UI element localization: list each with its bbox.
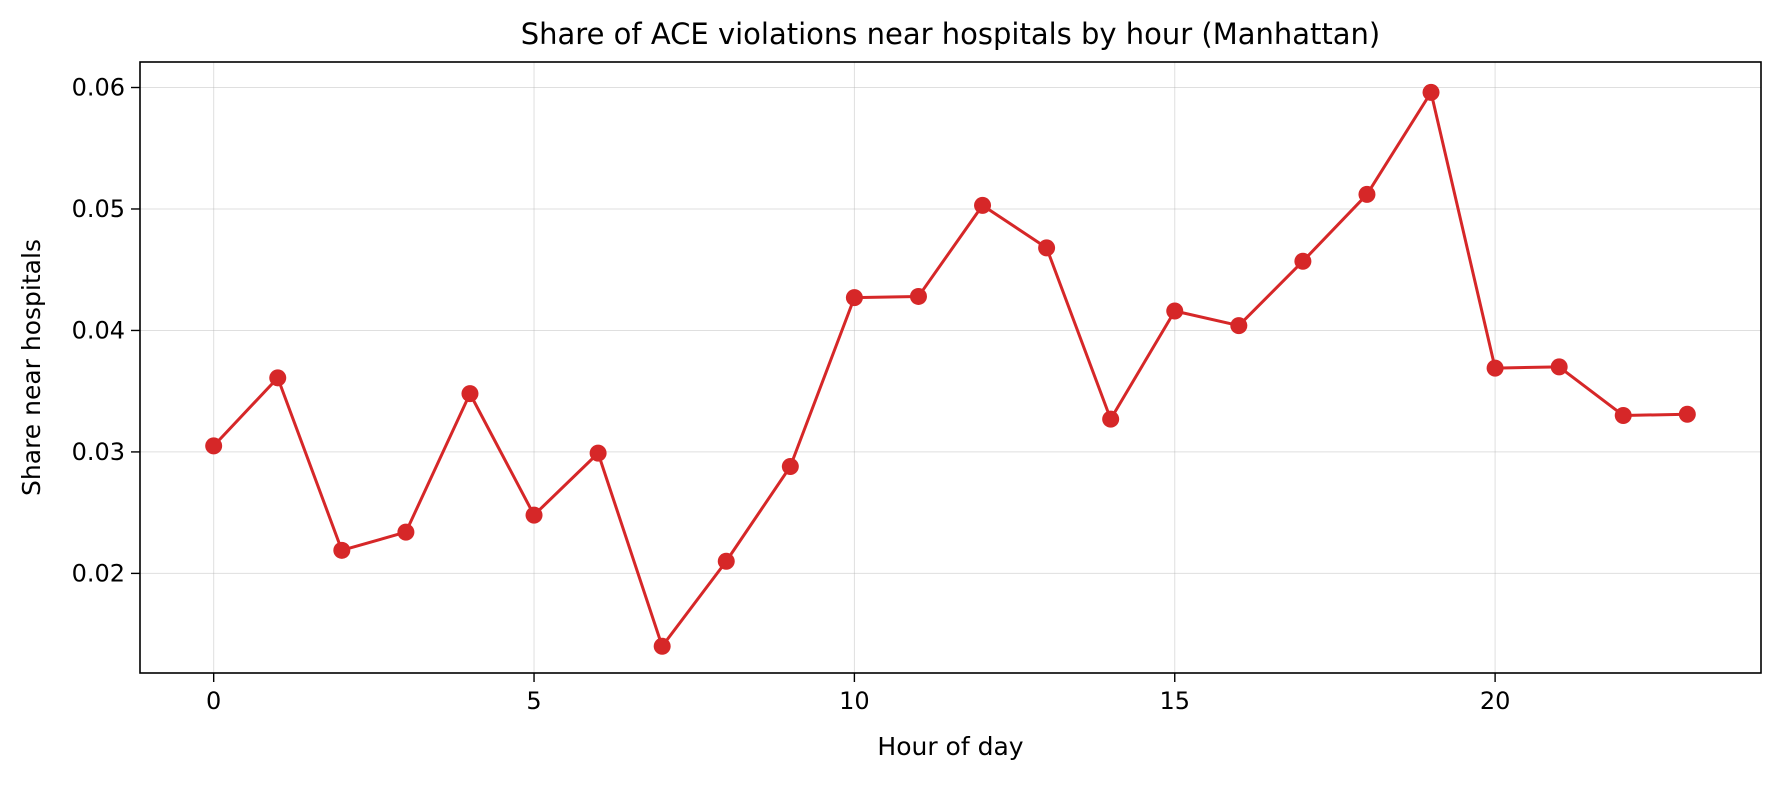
axis-ticks: 0 5 10 15 20 0.02 0.03 0.04 0.05 0.06: [72, 74, 1511, 715]
chart-title: Share of ACE violations near hospitals b…: [521, 17, 1381, 51]
series-layer: [205, 83, 1696, 655]
y-axis-label: Share near hospitals: [17, 239, 46, 496]
data-point: [653, 637, 671, 655]
data-point: [1294, 252, 1312, 270]
data-point: [333, 541, 351, 559]
series-line: [212, 90, 1688, 648]
y-tick-label: 0.05: [72, 195, 125, 223]
data-point: [1614, 406, 1632, 424]
data-point: [205, 437, 223, 455]
data-point: [1038, 239, 1056, 257]
y-tick-label: 0.04: [72, 316, 125, 344]
data-point: [845, 289, 863, 307]
data-point: [461, 385, 479, 403]
data-point: [1550, 358, 1568, 376]
y-tick-label: 0.06: [72, 74, 125, 102]
data-point: [1166, 302, 1184, 320]
data-point: [717, 552, 735, 570]
data-point: [589, 444, 607, 462]
x-tick-label: 10: [839, 687, 870, 715]
data-point: [1230, 317, 1248, 335]
data-point: [781, 457, 799, 475]
y-tick-label: 0.02: [72, 559, 125, 587]
grid-lines: [140, 62, 1761, 673]
x-tick-label: 15: [1159, 687, 1190, 715]
data-point: [974, 196, 992, 214]
x-tick-label: 5: [526, 687, 541, 715]
y-tick-label: 0.03: [72, 438, 125, 466]
x-tick-label: 0: [206, 687, 221, 715]
data-point: [525, 506, 543, 524]
data-point: [397, 523, 415, 541]
x-tick-label: 20: [1480, 687, 1511, 715]
data-point: [909, 287, 927, 305]
data-point: [1678, 405, 1696, 423]
data-point: [1422, 83, 1440, 101]
data-point: [1358, 185, 1376, 203]
data-point: [1486, 359, 1504, 377]
x-axis-label: Hour of day: [877, 732, 1023, 761]
data-point: [1102, 410, 1120, 428]
plot-area-frame: [139, 61, 1762, 674]
data-point: [269, 369, 287, 387]
